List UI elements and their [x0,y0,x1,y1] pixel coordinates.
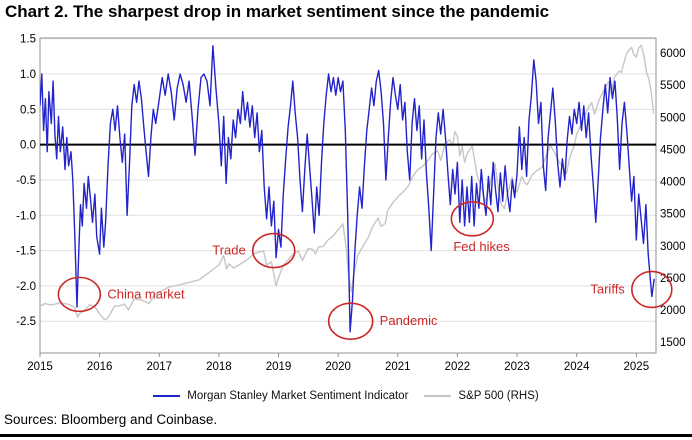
annotation-label-1: Trade [212,243,245,258]
annotation-label-2: Pandemic [380,313,438,328]
x-tick-label: 2015 [27,361,53,373]
y-right-tick-label: 2500 [660,273,686,285]
y-right-tick-label: 1500 [660,337,686,349]
y-right-tick-label: 5000 [660,112,686,124]
y-left-tick-label: -0.5 [16,175,36,187]
y-right-tick-label: 5500 [660,80,686,92]
annotation-ellipse-4 [631,270,673,309]
x-tick-label: 2024 [564,361,590,373]
y-right-tick-label: 4500 [660,144,686,156]
annotation-label-3: Fed hikes [453,239,510,254]
y-left-tick-label: -1.5 [16,246,36,258]
x-tick-label: 2025 [624,361,650,373]
series-sentiment [40,45,655,333]
source-note: Sources: Bloomberg and Coinbase. [4,412,218,427]
chart-canvas: 1.5 1.0 0.5 0.0 -0.5 -1.0 -1.5 -2.0 -2.5 6000 5500… [0,28,692,374]
x-tick-label: 2022 [445,361,471,373]
annotation-label-4: Tariffs [590,281,625,296]
y-left-tick-label: 0.5 [20,104,36,116]
legend-label-0: Morgan Stanley Market Sentiment Indicato… [187,390,409,402]
bottom-divider [0,434,692,437]
x-tick-label: 2016 [87,361,113,373]
y-left-tick-label: 1.0 [20,69,36,81]
chart-title: Chart 2. The sharpest drop in market sen… [5,2,550,21]
series-sp500 [40,44,655,321]
y-left-tick-label: -1.0 [16,210,36,222]
annotation-ellipse-3 [450,201,495,237]
x-tick-label: 2021 [385,361,411,373]
legend-item-0: Morgan Stanley Market Sentiment Indicato… [153,390,408,402]
x-tick-label: 2018 [206,361,232,373]
x-tick-label: 2017 [146,361,172,373]
annotation-ellipse-0 [57,276,102,313]
legend-swatch-1 [424,395,452,397]
sentiment-sp500-chart: 1.5 1.0 0.5 0.0 -0.5 -1.0 -1.5 -2.0 -2.5 6000 5500… [16,34,686,373]
legend-item-1: S&P 500 (RHS) [424,390,539,402]
y-left-tick-label: -2.0 [16,281,36,293]
x-tick-label: 2020 [325,361,351,373]
annotation-label-0: China market [107,286,185,301]
y-left-tick-label: -2.5 [16,316,36,328]
plot-border [39,37,657,354]
chart-legend: Morgan Stanley Market Sentiment Indicato… [0,390,692,402]
y-right-tick-label: 3500 [660,209,686,221]
y-right-tick-label: 6000 [660,48,686,60]
legend-label-1: S&P 500 (RHS) [458,390,539,402]
x-tick-label: 2019 [266,361,292,373]
x-tick-label: 2023 [504,361,530,373]
y-left-tick-label: 1.5 [20,34,36,46]
annotation-ellipse-1 [251,232,296,269]
legend-swatch-0 [153,395,181,397]
annotation-ellipse-2 [327,302,374,341]
y-right-tick-label: 2000 [660,305,686,317]
y-right-tick-label: 3000 [660,241,686,253]
y-left-tick-label: 0.0 [20,140,36,152]
y-right-tick-label: 4000 [660,177,686,189]
